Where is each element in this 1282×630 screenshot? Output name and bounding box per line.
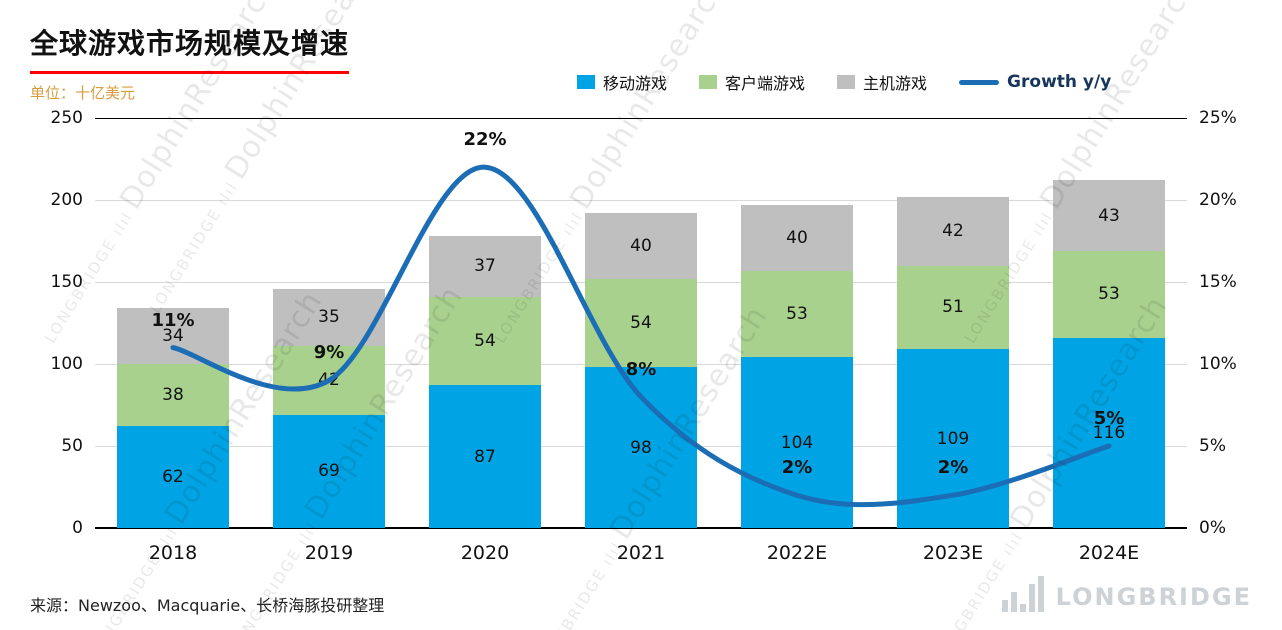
legend-label-console: 主机游戏 bbox=[863, 74, 928, 93]
longbridge-logo-bars-icon bbox=[1001, 576, 1044, 612]
bar-value-label: 54 bbox=[474, 331, 496, 352]
bar-segment-mobile: 62 bbox=[116, 426, 230, 528]
growth-point-label: 9% bbox=[313, 342, 345, 364]
x-axis-label: 2021 bbox=[616, 542, 666, 564]
bar-value-label: 35 bbox=[318, 307, 340, 328]
growth-point-label: 8% bbox=[625, 358, 657, 380]
unit-label: 单位：十亿美元 bbox=[30, 84, 136, 102]
bar-segment-console: 37 bbox=[428, 236, 542, 297]
stacked-bar: 116 53 43 bbox=[1052, 180, 1166, 528]
bar-segment-client: 53 bbox=[740, 270, 854, 358]
bar-value-label: 69 bbox=[318, 461, 340, 482]
growth-point-label: 11% bbox=[151, 309, 195, 331]
gridline bbox=[95, 200, 1187, 201]
legend-item-client: 客户端游戏 bbox=[699, 70, 805, 94]
bar-segment-console: 40 bbox=[740, 204, 854, 271]
bar-value-label: 109 bbox=[936, 428, 970, 449]
y-axis-right-tick: 15% bbox=[1199, 272, 1237, 292]
bar-segment-client: 51 bbox=[896, 265, 1010, 350]
longbridge-logo: LONGBRIDGE bbox=[1001, 576, 1252, 612]
x-axis-label: 2023E bbox=[922, 542, 984, 564]
bar-value-label: 53 bbox=[786, 304, 808, 324]
y-axis-left-tick: 250 bbox=[50, 108, 83, 128]
x-axis-label: 2019 bbox=[304, 542, 354, 564]
bar-value-label: 43 bbox=[1098, 205, 1120, 226]
bar-value-label: 40 bbox=[786, 227, 808, 248]
stacked-bar: 104 53 40 bbox=[740, 204, 854, 528]
legend-item-mobile: 移动游戏 bbox=[577, 70, 667, 94]
y-axis-left-tick: 50 bbox=[61, 436, 83, 456]
y-axis-right-tick: 20% bbox=[1199, 190, 1237, 210]
bar-value-label: 98 bbox=[630, 437, 652, 458]
bar-value-label: 51 bbox=[942, 297, 964, 318]
bar-value-label: 42 bbox=[942, 221, 964, 242]
y-axis-right-tick: 5% bbox=[1199, 436, 1226, 456]
legend-swatch-mobile-icon bbox=[577, 75, 595, 89]
bar-segment-mobile: 87 bbox=[428, 385, 542, 528]
bar-segment-client: 54 bbox=[428, 296, 542, 386]
chart-legend: 移动游戏 客户端游戏 主机游戏 Growth y/y bbox=[577, 70, 1111, 94]
bar-value-label: 104 bbox=[780, 432, 814, 453]
bar-segment-mobile: 104 bbox=[740, 357, 854, 528]
y-axis-right-tick: 10% bbox=[1199, 354, 1237, 374]
bar-segment-mobile: 69 bbox=[272, 414, 386, 528]
x-axis-label: 2018 bbox=[148, 542, 198, 564]
source-note: 来源：Newzoo、Macquarie、长桥海豚投研整理 bbox=[30, 596, 385, 615]
bar-value-label: 87 bbox=[474, 446, 496, 467]
y-axis-left-tick: 150 bbox=[50, 272, 83, 292]
chart-title: 全球游戏市场规模及增速 bbox=[30, 22, 350, 74]
growth-line bbox=[170, 164, 1112, 508]
legend-label-mobile: 移动游戏 bbox=[603, 74, 668, 93]
x-axis-label: 2022E bbox=[766, 542, 828, 564]
bar-segment-client: 38 bbox=[116, 364, 230, 427]
bar-value-label: 34 bbox=[162, 326, 184, 347]
bar-value-label: 116 bbox=[1092, 422, 1126, 443]
longbridge-logo-text: LONGBRIDGE bbox=[1055, 583, 1252, 611]
y-axis-left-tick: 0 bbox=[72, 518, 83, 538]
x-axis-label: 2020 bbox=[460, 542, 510, 564]
stacked-bar: 109 51 42 bbox=[896, 196, 1010, 528]
bar-value-label: 40 bbox=[630, 235, 652, 256]
plot-area: 0 50 100 150 200 250 0% 5% 10% 15% 20% 25% 62 38 34 201… bbox=[51, 108, 1237, 564]
x-axis-label: 2024E bbox=[1078, 542, 1140, 564]
bar-segment-console: 34 bbox=[116, 308, 230, 365]
bar-value-label: 38 bbox=[162, 385, 184, 406]
gridline bbox=[95, 527, 1187, 529]
bar-segment-mobile: 116 bbox=[1052, 337, 1166, 528]
growth-line-chart bbox=[170, 164, 1112, 508]
bar-segment-console: 43 bbox=[1052, 180, 1166, 251]
stacked-bar: 62 38 34 bbox=[116, 308, 230, 528]
gridline bbox=[95, 118, 1187, 119]
bar-segment-console: 40 bbox=[584, 213, 698, 279]
bar-value-label: 54 bbox=[630, 313, 652, 334]
bar-value-label: 62 bbox=[162, 467, 184, 488]
legend-swatch-console-icon bbox=[837, 75, 856, 89]
bar-segment-console: 42 bbox=[896, 196, 1010, 266]
legend-label-client: 客户端游戏 bbox=[725, 74, 806, 93]
growth-point-label: 2% bbox=[937, 457, 969, 479]
growth-point-label: 5% bbox=[1093, 408, 1125, 429]
stacked-bar: 69 42 35 bbox=[272, 288, 386, 528]
y-axis-right-tick: 25% bbox=[1199, 108, 1237, 128]
stacked-bar: 87 54 37 bbox=[428, 236, 542, 528]
bar-segment-client: 54 bbox=[584, 278, 698, 368]
legend-item-growth: Growth y/y bbox=[959, 72, 1111, 92]
legend-line-swatch-icon bbox=[959, 79, 1000, 85]
legend-item-console: 主机游戏 bbox=[837, 70, 927, 94]
bar-value-label: 53 bbox=[1098, 284, 1120, 305]
legend-label-growth: Growth y/y bbox=[1007, 72, 1112, 92]
growth-point-label: 2% bbox=[781, 457, 813, 479]
bar-value-label: 37 bbox=[474, 256, 496, 277]
y-axis-left-tick: 100 bbox=[50, 354, 83, 374]
growth-point-label: 22% bbox=[463, 129, 507, 151]
y-axis-right-tick: 0% bbox=[1199, 518, 1226, 538]
bar-segment-client: 53 bbox=[1052, 250, 1166, 338]
legend-swatch-client-icon bbox=[699, 75, 718, 89]
y-axis-left-tick: 200 bbox=[50, 190, 83, 210]
